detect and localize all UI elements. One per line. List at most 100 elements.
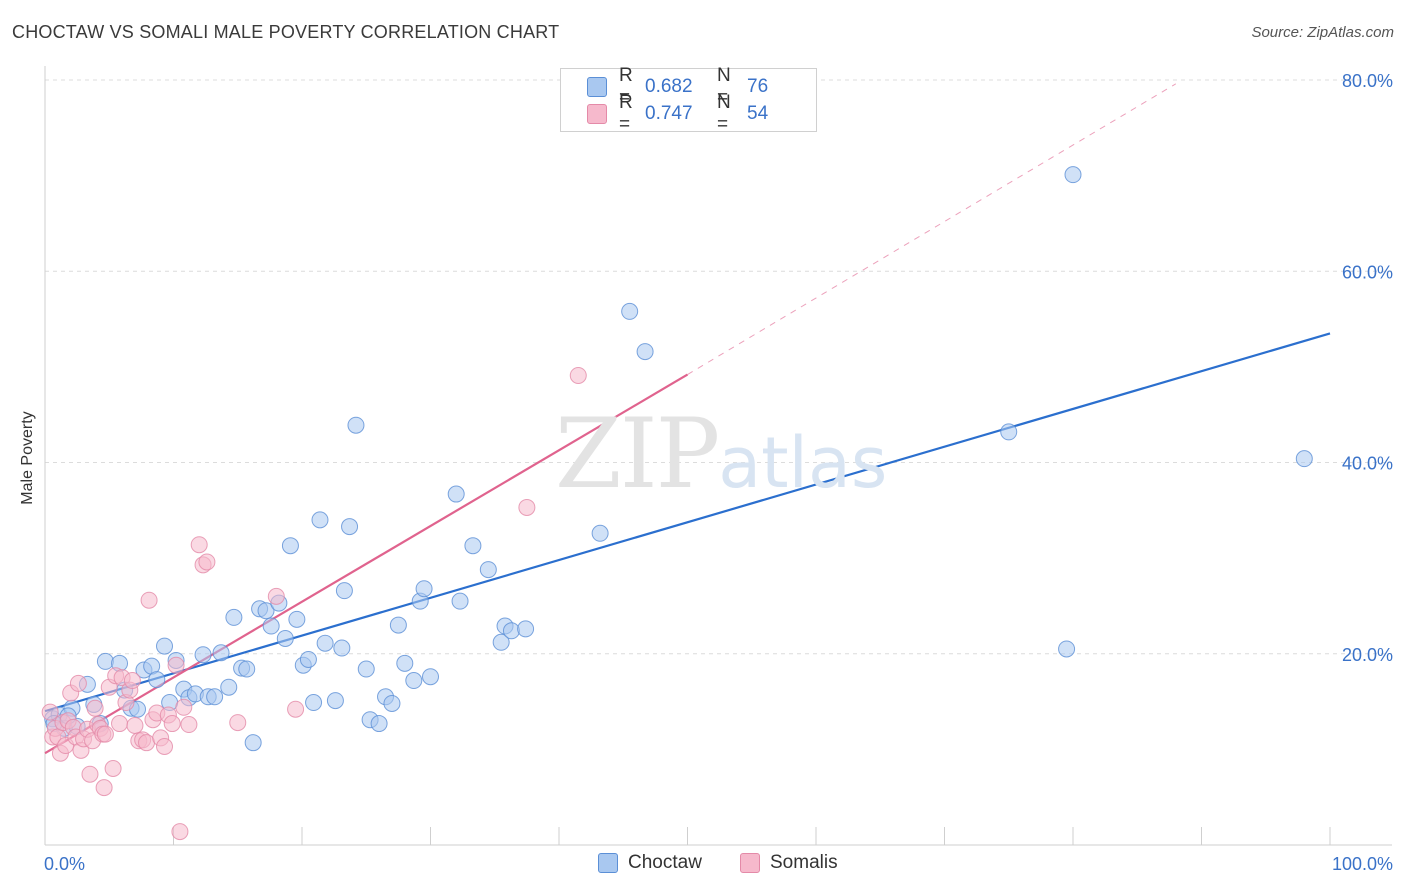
choctaw-point [262,617,280,635]
somalis-point [267,587,285,605]
legend-n-value: 76 [747,76,769,97]
choctaw-point [1295,450,1313,468]
somalis-point [163,715,181,733]
somalis-point [86,699,104,717]
stats-legend: R = 0.682 N = 76 R = 0.747 N = 54 [560,65,817,135]
choctaw-point [517,620,535,638]
choctaw-point [1000,423,1018,441]
somalis-point [518,498,536,516]
choctaw-point [479,561,497,579]
x-tick-label: 0.0% [44,854,85,874]
somalis-point [41,703,59,721]
somalis-point [180,716,198,734]
choctaw-point [396,654,414,672]
choctaw-point [341,518,359,536]
choctaw-point [1058,640,1076,658]
legend-r-value: 0.682 [645,76,693,97]
source-credit: Source: ZipAtlas.com [1251,24,1394,41]
choctaw-point [502,622,520,640]
somalis-point [229,714,247,732]
legend-r-label: R = [619,92,633,135]
watermark-zip: ZIP [555,398,720,510]
choctaw-point [276,629,294,647]
legend-r-label: R = [619,65,633,108]
choctaw-point [212,644,230,662]
choctaw-point [316,634,334,652]
somalis-point [198,553,216,571]
somalis-trend-line [44,373,689,755]
choctaw-point [326,692,344,710]
bottom-legend-label: Somalis [770,852,838,873]
choctaw-point [389,616,407,634]
choctaw-point [206,688,224,706]
somalis-point [126,716,144,734]
legend-row-choctaw: R = 0.682 N = 76 [587,65,769,108]
choctaw-point [347,416,365,434]
y-tick-label: 60.0% [1342,262,1393,282]
choctaw-point [636,343,654,361]
somalis-point [104,760,122,777]
somalis-point [69,674,87,692]
trend-lines [44,83,1331,755]
choctaw-point [464,537,482,555]
watermark-atlas: atlas [718,422,888,504]
somalis-point [175,698,193,716]
y-tick-label: 40.0% [1342,454,1393,474]
choctaw-point [225,608,243,626]
choctaw-point [305,694,323,712]
choctaw-point [299,650,317,668]
somalis-swatch [587,104,607,124]
scatter-points [41,166,1313,841]
somalis-point [287,700,305,718]
choctaw-point [148,671,166,689]
somalis-point [569,366,587,384]
choctaw-point [257,602,275,620]
choctaw-swatch [587,77,607,97]
choctaw-point [281,537,299,555]
choctaw-point [591,524,609,542]
legend-n-value: 54 [747,103,769,124]
somalis-point [171,823,189,841]
choctaw-point [370,715,388,733]
somalis-point [167,656,185,674]
choctaw-swatch [598,853,618,873]
y-tick-label: 20.0% [1342,645,1393,665]
chart-title: CHOCTAW VS SOMALI MALE POVERTY CORRELATI… [12,22,560,42]
choctaw-point [311,511,329,529]
choctaw-point [415,580,433,598]
legend-row-somalis: R = 0.747 N = 54 [587,92,769,135]
choctaw-point [451,592,469,610]
choctaw-point [194,646,212,664]
somalis-point [156,738,174,756]
somalis-point [140,591,158,609]
choctaw-point [621,302,639,320]
tick-labels: 20.0% 40.0% 60.0% 80.0% 0.0% 100.0% [44,71,1393,874]
choctaw-point [238,660,256,678]
somalis-point [111,715,129,733]
choctaw-point [156,637,174,655]
choctaw-point [96,652,114,670]
bottom-legend-somalis: Somalis [740,852,838,874]
choctaw-point [383,694,401,712]
choctaw-point [1064,166,1082,184]
choctaw-point [333,639,351,657]
legend-n-label: N = [717,65,731,108]
choctaw-point [220,678,238,696]
choctaw-point [288,610,306,628]
y-tick-label: 80.0% [1342,71,1393,91]
somalis-point [138,734,156,752]
choctaw-trend-line [44,332,1331,713]
somalis-point [96,725,114,743]
bottom-legend-label: Choctaw [628,852,702,873]
y-axis-label: Male Poverty [19,411,36,505]
gridlines [45,79,1392,655]
somalis-swatch [740,853,760,873]
legend-n-label: N = [717,92,731,135]
watermark: ZIPatlas [555,398,887,510]
legend-r-value: 0.747 [645,103,693,124]
x-tick-label: 100.0% [1332,854,1393,874]
choctaw-point [492,633,510,651]
choctaw-point [357,660,375,678]
choctaw-point [405,672,423,690]
